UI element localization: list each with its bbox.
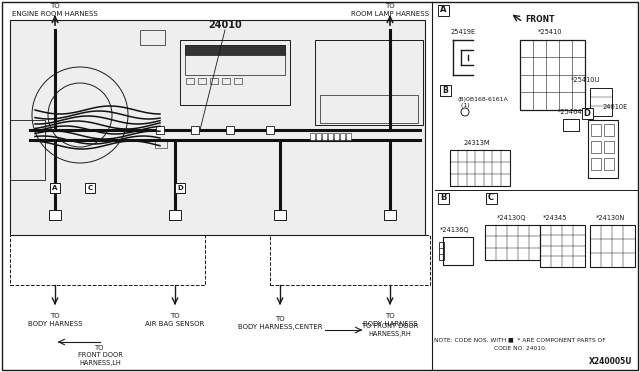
Text: B: B [440,193,446,202]
Bar [320,95,418,123]
Bar [340,133,345,140]
Bar [590,88,612,116]
Text: A: A [440,6,446,15]
Text: C: C [488,193,494,202]
Bar [591,141,601,153]
Text: X240005U: X240005U [589,357,632,366]
Text: 25419E: 25419E [451,29,476,35]
Bar [450,150,510,186]
Bar [540,225,585,267]
Bar [226,126,234,134]
Bar [50,183,60,193]
Bar [191,126,199,134]
Text: NOTE: CODE NOS. WITH ■  * ARE COMPONENT PARTS OF: NOTE: CODE NOS. WITH ■ * ARE COMPONENT P… [434,337,606,343]
Bar [140,30,165,45]
Text: (B)0B168-6161A
  (1): (B)0B168-6161A (1) [457,97,508,108]
Bar [328,133,333,140]
Text: TO
FRONT DOOR
HARNESS,LH: TO FRONT DOOR HARNESS,LH [77,344,122,366]
Bar [210,78,218,84]
Bar [180,40,290,105]
Text: TO
BODY HARNESS: TO BODY HARNESS [363,313,417,327]
Bar [266,126,274,134]
Bar [185,45,285,75]
Text: C: C [88,185,93,191]
Text: *24130N: *24130N [595,215,625,221]
Text: CODE NO. 24010.: CODE NO. 24010. [493,346,547,352]
Bar [604,124,614,136]
Text: TO
ROOM LAMP HARNESS: TO ROOM LAMP HARNESS [351,3,429,17]
Bar [588,120,618,178]
Bar [10,20,425,235]
Bar [443,237,473,265]
Text: TO
BODY HARNESS,CENTER: TO BODY HARNESS,CENTER [237,316,323,330]
Text: TO
ENGINE ROOM HARNESS: TO ENGINE ROOM HARNESS [12,3,98,17]
Bar [274,210,286,220]
Text: *25410U: *25410U [571,77,600,83]
Text: 24313M: 24313M [464,140,490,146]
Bar [485,225,540,260]
Text: A: A [52,185,58,191]
Bar [175,183,185,193]
Bar [582,108,593,119]
Bar [49,210,61,220]
Bar [186,78,194,84]
Bar [10,120,45,180]
Bar [185,45,285,55]
Bar [85,183,95,193]
Bar [316,133,321,140]
Text: TO FRONT DOOR
HARNESS,RH: TO FRONT DOOR HARNESS,RH [362,323,418,337]
Bar [315,40,423,125]
Text: D: D [584,109,591,118]
Bar [486,192,497,203]
Text: FRONT: FRONT [525,16,554,25]
Text: *24345: *24345 [543,215,567,221]
Bar [591,124,601,136]
Bar [346,133,351,140]
Bar [590,225,635,267]
Bar [310,133,315,140]
Bar [156,126,164,134]
Bar [155,140,167,148]
Text: D: D [177,185,183,191]
Bar [222,78,230,84]
Text: 24010: 24010 [208,20,242,30]
Bar [604,141,614,153]
Bar [169,210,181,220]
Text: 24010E: 24010E [603,104,628,110]
Bar [591,158,601,170]
Bar [270,235,430,285]
Text: *25410: *25410 [538,29,563,35]
Text: B: B [443,86,449,95]
Bar [334,133,339,140]
Text: *25464: *25464 [557,109,582,115]
Text: *24136Q: *24136Q [440,227,470,233]
Bar [384,210,396,220]
Bar [520,40,585,110]
Bar [198,78,206,84]
Bar [563,119,579,131]
Bar [322,133,327,140]
Text: TO
BODY HARNESS: TO BODY HARNESS [28,313,83,327]
Bar [10,235,205,285]
Bar [234,78,242,84]
Bar [438,192,449,203]
Bar [604,158,614,170]
Bar [440,85,451,96]
Bar [438,4,449,16]
Bar [439,242,444,260]
Text: *24130Q: *24130Q [497,215,527,221]
Text: TO
AIR BAG SENSOR: TO AIR BAG SENSOR [145,313,205,327]
